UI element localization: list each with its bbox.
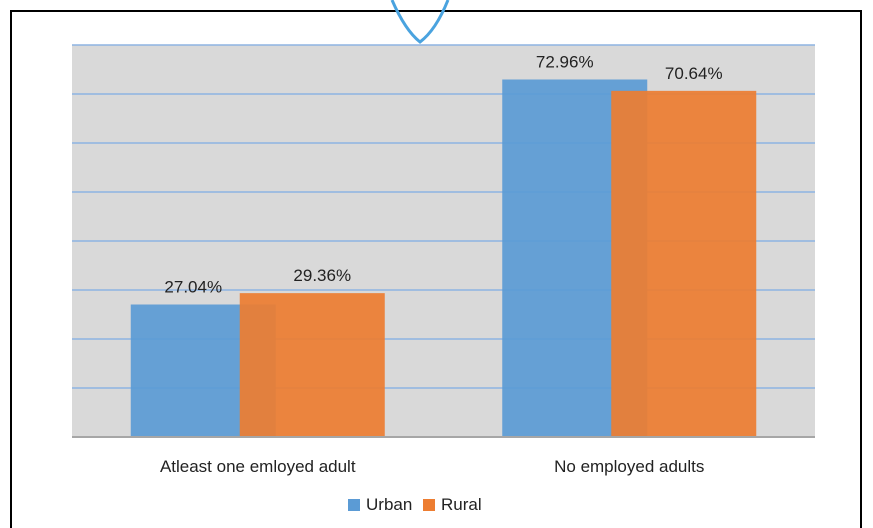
x-tick-label: Atleast one emloyed adult [160, 457, 356, 476]
bar-rural-0 [239, 293, 385, 437]
bar-rural-1 [611, 90, 757, 437]
x-tick-label: No employed adults [554, 457, 704, 476]
data-label: 27.04% [164, 278, 222, 297]
data-label: 72.96% [536, 52, 594, 71]
data-label: 70.64% [665, 64, 723, 83]
legend-label-rural: Rural [441, 495, 482, 514]
chart-frame [10, 10, 862, 528]
legend-swatch-rural [423, 499, 435, 511]
legend-swatch-urban [348, 499, 360, 511]
legend-label-urban: Urban [366, 495, 412, 514]
decorative-arc [390, 0, 450, 44]
data-label: 29.36% [293, 266, 351, 285]
